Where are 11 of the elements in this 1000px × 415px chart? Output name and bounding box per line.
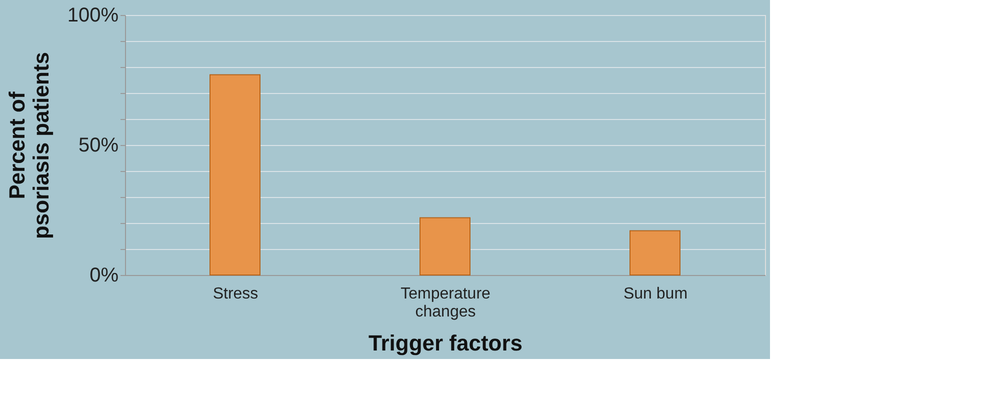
- x-tick-label: Temperature changes: [400, 286, 491, 320]
- bar: [420, 217, 470, 276]
- x-tick-label: Stress: [212, 286, 258, 302]
- y-tick-label: 0%: [90, 264, 119, 286]
- y-tick-label: 50%: [78, 134, 119, 156]
- y-tick-label: 100%: [67, 4, 119, 26]
- y-axis-title: Percent of psoriasis patients: [4, 52, 54, 240]
- x-axis-title: Trigger factors: [368, 330, 523, 356]
- bar: [630, 230, 680, 276]
- x-tick-label: Sun bum: [623, 286, 688, 302]
- bar: [210, 74, 260, 276]
